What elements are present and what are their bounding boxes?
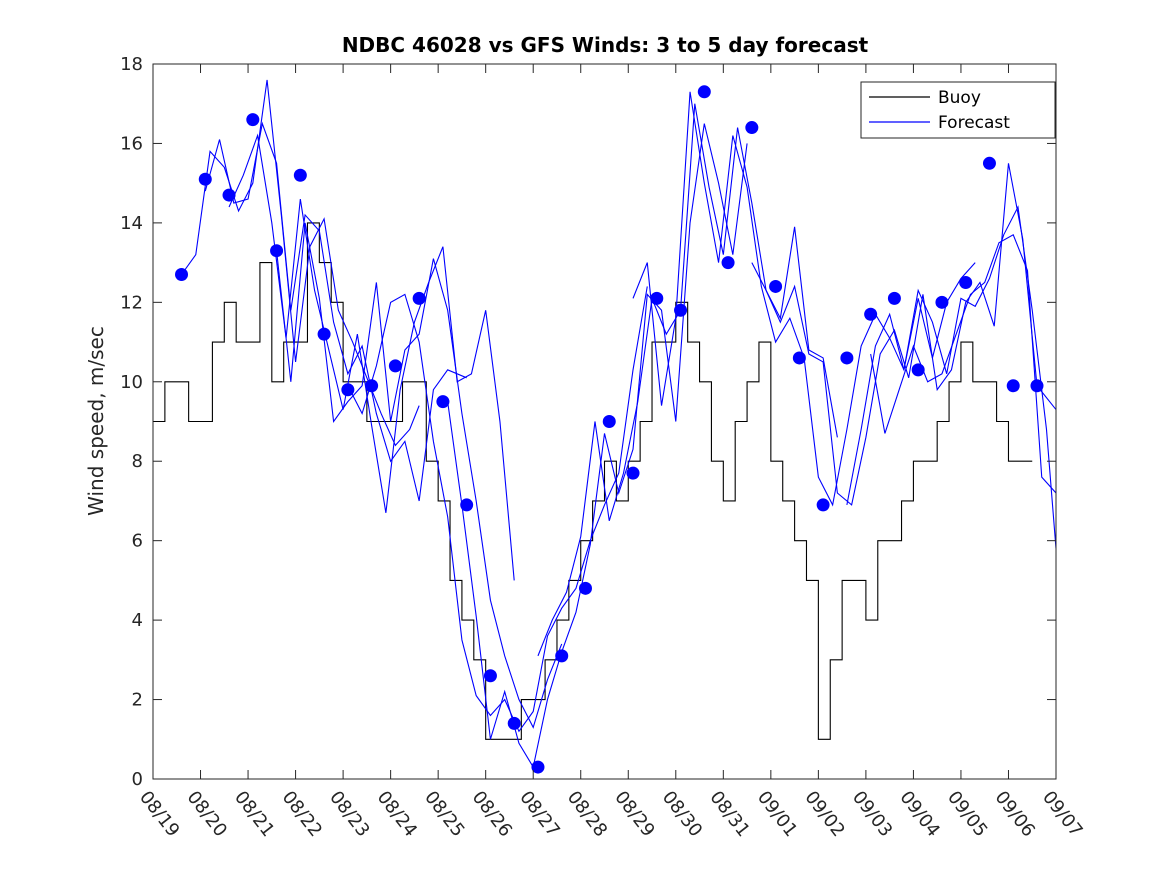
series-line-forecast-run-10 (870, 234, 1056, 494)
forecast-marker (982, 156, 996, 170)
series-line-forecast-run-8 (751, 163, 1056, 506)
forecast-marker (198, 172, 212, 186)
forecast-marker (602, 415, 616, 428)
x-tick-label: 08/22 (278, 787, 326, 841)
series-line-forecast-run-5 (447, 123, 748, 769)
y-tick-label: 0 (132, 769, 143, 790)
y-tick-label: 8 (132, 451, 143, 472)
x-tick-label: 08/21 (230, 787, 278, 841)
y-tick-label: 10 (120, 372, 143, 393)
forecast-marker (388, 359, 402, 373)
x-tick-label: 09/02 (800, 787, 848, 841)
forecast-marker (816, 498, 830, 512)
forecast-marker (650, 291, 664, 305)
x-tick-label: 08/24 (373, 787, 421, 841)
forecast-marker (864, 307, 878, 321)
forecast-marker (341, 383, 355, 397)
forecast-marker (674, 303, 688, 317)
legend-box (860, 81, 1056, 139)
forecast-marker (460, 498, 474, 512)
forecast-marker (1006, 379, 1020, 393)
x-tick-label: 09/06 (991, 787, 1039, 841)
forecast-marker (531, 760, 545, 774)
forecast-marker (436, 395, 450, 409)
y-axis-label: Wind speed, m/sec (84, 326, 108, 516)
forecast-marker (246, 113, 260, 127)
series-line-forecast-run-9 (846, 205, 1056, 549)
forecast-marker (317, 327, 331, 341)
x-tick-label: 08/29 (610, 787, 658, 841)
axes: 0 2 4 6 8 10 12 14 16 18 08/19 08/20 08/21 08/22 08/23… (120, 54, 1086, 841)
y-tick-label: 2 (132, 690, 143, 711)
x-tick-label: 08/30 (658, 787, 706, 841)
x-tick-label: 08/25 (420, 787, 468, 841)
forecast-marker (887, 291, 901, 305)
forecast-marker (626, 466, 640, 480)
x-tick-label: 08/27 (515, 787, 563, 841)
x-tick-label: 08/31 (705, 787, 753, 841)
forecast-marker (175, 268, 189, 282)
series-group (153, 79, 1056, 774)
series-line-forecast-run-2 (228, 133, 515, 581)
forecast-marker (769, 279, 783, 293)
y-tick-label: 4 (132, 610, 143, 631)
forecast-marker (697, 85, 711, 99)
forecast-marker (483, 669, 497, 683)
series-line-forecast-run-4 (347, 286, 648, 733)
y-tick-label: 6 (132, 531, 143, 552)
series-line-forecast-run-6 (537, 103, 838, 657)
forecast-marker (792, 351, 806, 365)
forecast-marker (911, 363, 925, 377)
forecast-marker (840, 351, 854, 365)
forecast-marker (555, 649, 569, 663)
x-tick-label: 09/05 (943, 787, 991, 841)
forecast-marker (935, 295, 949, 309)
forecast-marker (365, 379, 379, 393)
axes-box (152, 63, 1057, 780)
series-line-forecast-run-1 (204, 121, 467, 502)
forecast-marker (745, 121, 759, 135)
x-tick-label: 09/07 (1038, 787, 1086, 841)
legend-label-forecast: Forecast (938, 113, 1010, 133)
legend-label-buoy: Buoy (938, 88, 981, 108)
y-tick-label: 16 (120, 133, 143, 154)
forecast-marker (578, 581, 592, 595)
forecast-marker (959, 275, 973, 289)
chart-title: NDBC 46028 vs GFS Winds: 3 to 5 day fore… (342, 33, 869, 57)
x-tick-label: 09/04 (895, 787, 943, 841)
forecast-marker (270, 244, 284, 258)
y-tick-label: 12 (120, 292, 143, 313)
x-tick-label: 08/20 (183, 787, 231, 841)
legend: Buoy Forecast (860, 81, 1056, 139)
x-tick-label: 09/03 (848, 787, 896, 841)
forecast-marker (1030, 379, 1044, 393)
x-tick-label: 08/26 (468, 787, 516, 841)
plot-area (153, 79, 1056, 774)
forecast-marker (293, 168, 307, 182)
x-tick-label: 08/23 (325, 787, 373, 841)
x-tick-label: 09/01 (753, 787, 801, 841)
forecast-marker (507, 716, 521, 730)
forecast-marker (721, 256, 735, 270)
y-tick-label: 18 (120, 54, 143, 75)
x-tick-label: 08/28 (563, 787, 611, 841)
forecast-marker (412, 291, 426, 305)
y-tick-label: 14 (120, 213, 143, 234)
series-line-forecast-run-0 (181, 79, 420, 447)
forecast-marker (222, 188, 236, 202)
x-tick-label: 08/19 (135, 787, 183, 841)
